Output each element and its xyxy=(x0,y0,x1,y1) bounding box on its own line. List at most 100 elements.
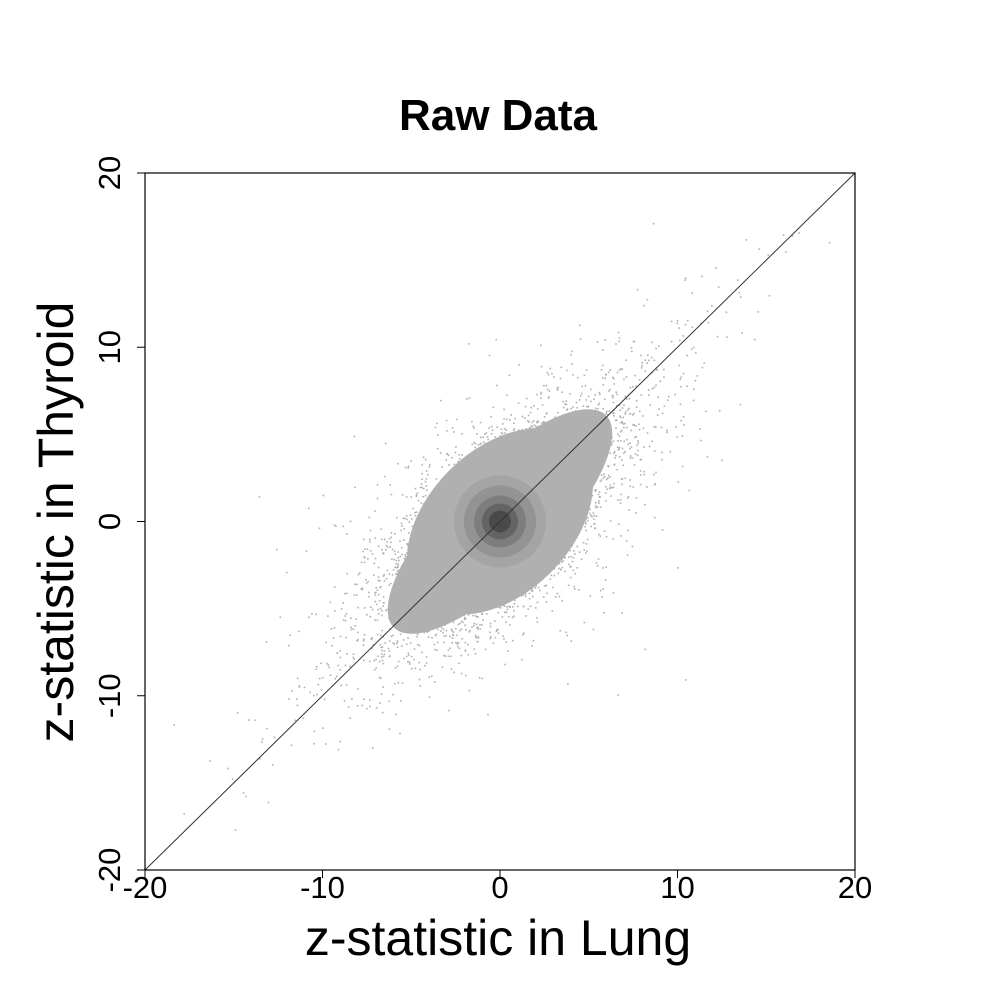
scatter-point xyxy=(401,682,404,684)
scatter-point xyxy=(505,611,508,614)
scatter-point xyxy=(454,451,457,454)
scatter-point xyxy=(624,411,627,413)
scatter-point xyxy=(489,637,492,640)
scatter-point xyxy=(403,557,406,560)
scatter-point xyxy=(557,411,559,414)
scatter-point xyxy=(579,338,582,340)
scatter-point xyxy=(621,483,623,486)
scatter-point xyxy=(315,668,318,670)
scatter-point xyxy=(502,635,504,637)
scatter-point xyxy=(599,480,602,483)
scatter-point xyxy=(336,675,338,678)
scatter-point xyxy=(496,629,498,631)
scatter-point xyxy=(536,601,539,604)
scatter-point xyxy=(308,616,310,619)
scatter-point xyxy=(386,541,388,543)
scatter-point xyxy=(401,494,404,496)
scatter-point xyxy=(526,397,528,400)
scatter-point xyxy=(425,485,428,487)
scatter-point xyxy=(680,419,682,422)
scatter-point xyxy=(585,529,587,532)
scatter-point xyxy=(637,440,639,442)
scatter-point xyxy=(700,439,702,442)
scatter-point xyxy=(363,659,365,662)
scatter-point xyxy=(468,631,471,633)
scatter-point xyxy=(377,579,380,582)
scatter-point xyxy=(527,414,530,417)
scatter-point xyxy=(460,628,463,630)
scatter-point xyxy=(595,515,598,517)
scatter-point xyxy=(602,408,605,410)
scatter-point xyxy=(360,561,363,564)
scatter-point xyxy=(618,435,621,437)
scatter-point xyxy=(559,377,562,380)
scatter-point xyxy=(524,417,526,420)
scatter-point xyxy=(474,652,477,655)
scatter-point xyxy=(639,474,642,476)
scatter-point xyxy=(395,563,398,565)
scatter-point xyxy=(654,516,656,519)
scatter-point xyxy=(561,391,563,393)
scatter-point xyxy=(499,607,502,609)
scatter-point xyxy=(536,617,538,619)
scatter-point xyxy=(663,405,666,407)
scatter-point xyxy=(375,707,378,709)
scatter-point xyxy=(660,426,663,429)
scatter-point xyxy=(593,518,595,520)
scatter-point xyxy=(461,454,463,456)
scatter-point xyxy=(371,647,373,650)
scatter-point xyxy=(367,580,369,583)
scatter-point xyxy=(294,719,297,722)
scatter-point xyxy=(644,370,646,372)
scatter-point xyxy=(422,487,425,490)
scatter-point xyxy=(595,502,597,504)
scatter-point xyxy=(531,595,534,598)
scatter-point xyxy=(508,616,510,618)
scatter-point xyxy=(655,471,657,474)
scatter-point xyxy=(385,578,388,580)
scatter-point xyxy=(614,419,617,422)
scatter-point xyxy=(540,391,543,394)
scatter-point xyxy=(492,406,495,409)
scatter-point xyxy=(562,560,564,562)
scatter-point xyxy=(367,557,369,560)
scatter-point xyxy=(484,433,486,435)
scatter-point xyxy=(518,429,520,431)
scatter-point xyxy=(661,451,663,454)
scatter-point xyxy=(523,632,525,634)
scatter-point xyxy=(397,556,400,559)
scatter-point xyxy=(496,426,498,429)
scatter-point xyxy=(528,421,530,423)
scatter-point xyxy=(383,602,385,604)
scatter-point xyxy=(420,486,423,489)
scatter-point xyxy=(471,443,473,446)
scatter-point xyxy=(495,630,498,633)
scatter-point xyxy=(627,529,629,532)
scatter-point xyxy=(353,594,356,596)
scatter-point xyxy=(545,413,548,415)
scatter-point xyxy=(643,470,645,473)
scatter-point xyxy=(536,621,539,623)
scatter-point xyxy=(535,425,537,428)
scatter-point xyxy=(509,419,511,421)
scatter-point xyxy=(586,519,589,522)
scatter-point xyxy=(377,576,380,578)
scatter-point xyxy=(620,535,622,537)
scatter-point xyxy=(531,588,533,590)
scatter-point xyxy=(433,643,436,646)
scatter-point xyxy=(540,365,543,368)
scatter-point xyxy=(391,558,393,560)
scatter-point xyxy=(325,641,327,644)
scatter-point xyxy=(561,561,563,563)
scatter-point xyxy=(677,481,680,483)
scatter-point xyxy=(522,594,524,596)
scatter-point xyxy=(288,644,290,647)
scatter-point xyxy=(479,628,482,630)
scatter-point xyxy=(490,425,493,428)
scatter-point xyxy=(558,567,560,570)
scatter-point xyxy=(450,668,453,670)
scatter-point xyxy=(413,658,415,661)
scatter-point xyxy=(501,433,504,435)
scatter-point xyxy=(546,388,549,391)
scatter-point xyxy=(629,479,631,481)
